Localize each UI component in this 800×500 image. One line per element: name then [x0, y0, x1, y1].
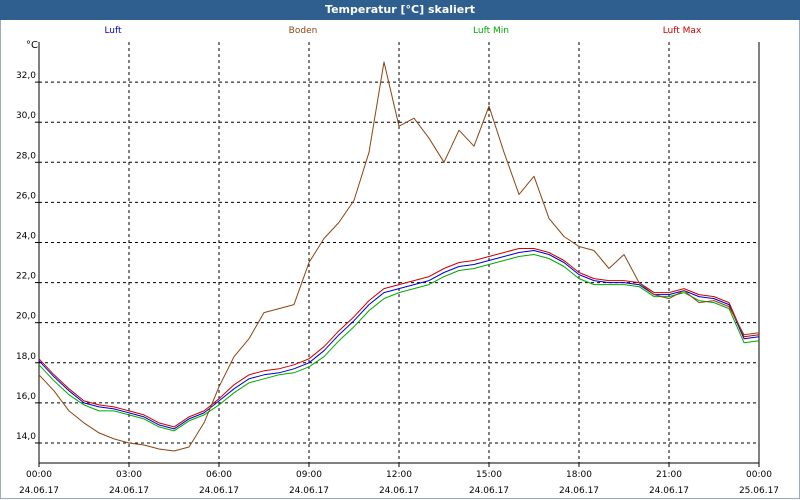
legend-label-1: Boden: [289, 26, 318, 36]
x-tick-time-0: 00:00: [26, 470, 52, 480]
x-tick-date-8: 25.06.17: [739, 486, 779, 496]
y-tick-label-9: 32,0: [16, 71, 36, 81]
y-tick-label-5: 24,0: [16, 231, 36, 241]
chart-axes: [35, 42, 760, 467]
y-tick-label-6: 26,0: [16, 191, 36, 201]
x-tick-date-1: 24.06.17: [109, 486, 149, 496]
window-title: Temperatur [°C] skaliert: [0, 0, 800, 20]
y-tick-label-0: 14,0: [16, 432, 36, 442]
y-tick-label-1: 16,0: [16, 392, 36, 402]
chart-series: [38, 61, 760, 452]
x-tick-date-4: 24.06.17: [379, 486, 419, 496]
x-tick-time-5: 15:00: [476, 470, 502, 480]
x-tick-time-8: 00:00: [746, 470, 772, 480]
legend-label-2: Luft Min: [473, 26, 509, 36]
series-line-boden: [38, 61, 760, 452]
series-line-luft: [38, 250, 760, 430]
chart-frame: [0, 20, 800, 499]
y-tick-label-8: 30,0: [16, 111, 36, 121]
x-tick-time-1: 03:00: [116, 470, 142, 480]
y-axis-unit: °C: [26, 40, 38, 51]
x-tick-date-7: 24.06.17: [649, 486, 689, 496]
x-tick-date-3: 24.06.17: [289, 486, 329, 496]
x-tick-date-2: 24.06.17: [199, 486, 239, 496]
x-tick-time-6: 18:00: [566, 470, 592, 480]
x-tick-date-5: 24.06.17: [469, 486, 509, 496]
chart-legend: Luft Boden Luft Min Luft Max: [104, 26, 702, 36]
series-line-luft-min: [38, 254, 760, 432]
x-tick-time-4: 12:00: [386, 470, 412, 480]
legend-label-0: Luft: [104, 26, 122, 36]
chart-grid: [39, 42, 759, 463]
y-tick-label-2: 18,0: [16, 352, 36, 362]
x-tick-date-0: 24.06.17: [19, 486, 59, 496]
x-tick-time-2: 06:00: [206, 470, 232, 480]
y-tick-label-4: 22,0: [16, 272, 36, 282]
chart-tick-labels: °C 14,0 16,0 18,0 20,0 22,0 24,0 26,0 28,0 30,0 32…: [16, 40, 779, 496]
x-tick-date-6: 24.06.17: [559, 486, 599, 496]
x-tick-time-3: 09:00: [296, 470, 322, 480]
x-tick-time-7: 21:00: [656, 470, 682, 480]
y-tick-label-3: 20,0: [16, 312, 36, 322]
legend-label-3: Luft Max: [663, 26, 702, 36]
y-tick-label-7: 28,0: [16, 151, 36, 161]
